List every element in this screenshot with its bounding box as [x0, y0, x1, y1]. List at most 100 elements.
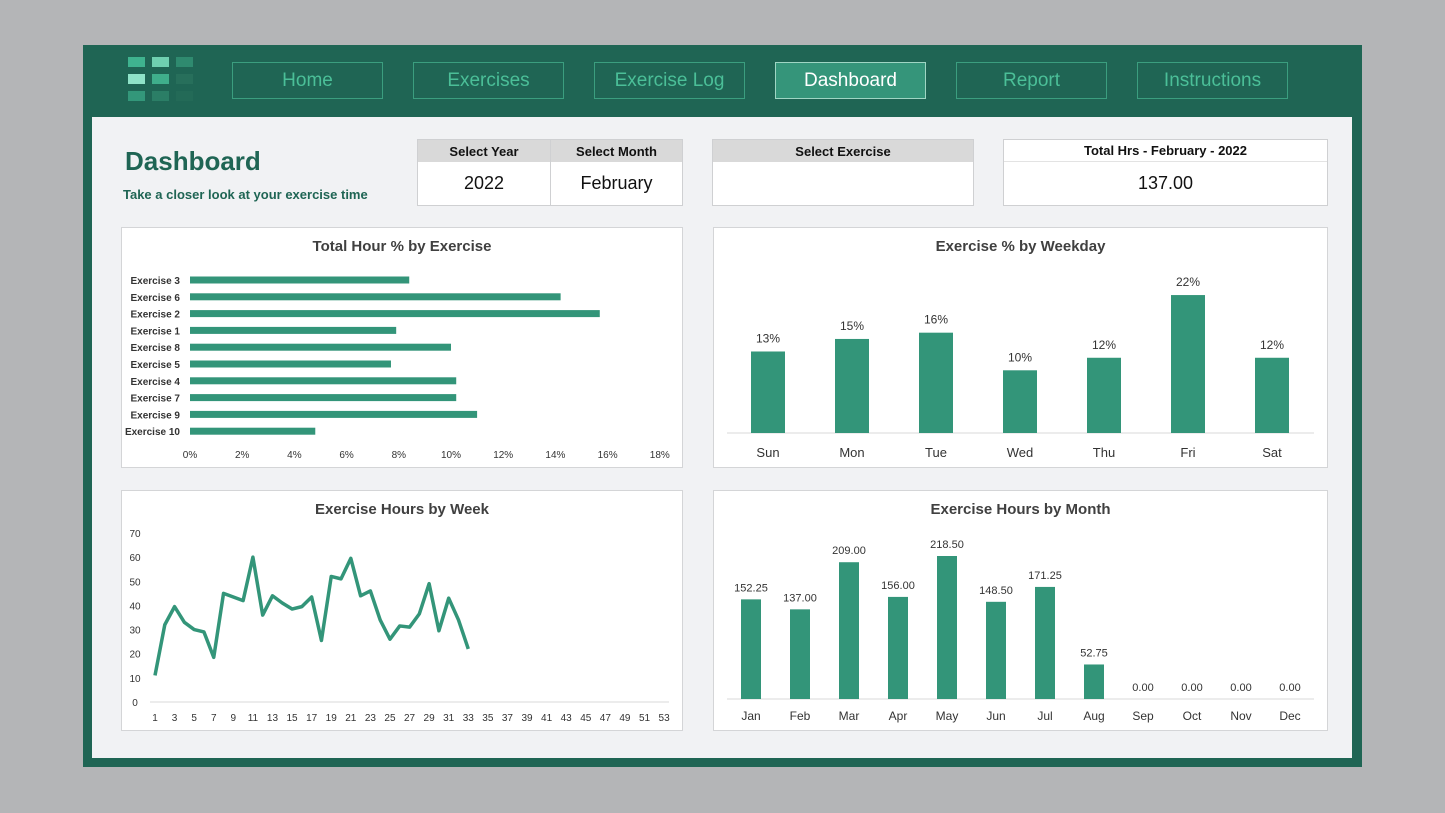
- total-hours-label: Total Hrs - February - 2022: [1004, 140, 1327, 162]
- x-tick-label: 23: [365, 713, 377, 724]
- nav-instructions[interactable]: Instructions: [1137, 62, 1288, 99]
- bar: [190, 310, 600, 318]
- x-tick-label: Feb: [790, 709, 811, 723]
- data-label: 12%: [1092, 338, 1116, 352]
- bar: [741, 599, 761, 699]
- bar: [937, 556, 957, 699]
- bar: [1087, 357, 1121, 433]
- x-tick-label: 11: [248, 713, 259, 724]
- bar: [190, 394, 457, 402]
- x-tick-label: 39: [521, 713, 533, 724]
- chart-title: Exercise Hours by Month: [930, 501, 1111, 518]
- nav-dashboard[interactable]: Dashboard: [775, 62, 926, 99]
- x-tick-label: Oct: [1183, 709, 1202, 723]
- x-tick-label: 45: [580, 713, 592, 724]
- data-label: 10%: [1008, 350, 1032, 364]
- x-tick-label: Fri: [1180, 445, 1195, 460]
- x-tick-label: 21: [345, 713, 357, 724]
- x-tick-label: 9: [231, 713, 237, 724]
- x-tick-label: Mar: [839, 709, 860, 723]
- x-tick-label: May: [936, 709, 959, 723]
- category-label: Exercise 3: [131, 276, 181, 287]
- chart-pct-by-weekday: Exercise % by Weekday 13% Sun 15% Mon 16% Tue…: [713, 227, 1328, 468]
- x-tick-label: Wed: [1007, 445, 1034, 460]
- data-label: 22%: [1176, 275, 1200, 289]
- y-tick-label: 20: [129, 650, 141, 661]
- bar: [190, 276, 410, 284]
- x-tick-label: 13: [267, 713, 279, 724]
- y-tick-label: 10: [129, 674, 141, 685]
- nav-report[interactable]: Report: [956, 62, 1107, 99]
- x-tick-label: Thu: [1093, 445, 1115, 460]
- chart-hour-pct-by-exercise: Total Hour % by Exercise Exercise 3 Exerc…: [121, 227, 683, 468]
- x-tick-label: 25: [384, 713, 396, 724]
- x-tick-label: 6%: [339, 450, 354, 461]
- total-hours-value: 137.00: [1137, 173, 1194, 193]
- exercise-selector: Select Exercise: [712, 139, 974, 206]
- bar: [919, 332, 953, 433]
- x-tick-label: 31: [443, 713, 455, 724]
- data-label: 137.00: [783, 592, 817, 604]
- y-tick-label: 60: [129, 553, 141, 564]
- x-tick-label: 5: [191, 713, 197, 724]
- bar: [190, 427, 316, 435]
- x-tick-label: 51: [639, 713, 651, 724]
- bar: [190, 343, 451, 351]
- bar: [190, 377, 457, 385]
- nav-exercises[interactable]: Exercises: [413, 62, 564, 99]
- bar: [190, 326, 397, 334]
- chart-title: Exercise % by Weekday: [935, 238, 1106, 255]
- chart-hours-by-month: Exercise Hours by Month 152.25 Jan 137.00 F…: [713, 490, 1328, 731]
- bar: [835, 338, 869, 433]
- y-tick-label: 70: [129, 529, 141, 540]
- x-tick-label: Sun: [756, 445, 779, 460]
- x-tick-label: 7: [211, 713, 217, 724]
- x-tick-label: Dec: [1279, 709, 1300, 723]
- x-tick-label: Sat: [1262, 445, 1282, 460]
- x-tick-label: Tue: [925, 445, 947, 460]
- x-tick-label: 1: [152, 713, 158, 724]
- x-tick-label: 4%: [287, 450, 302, 461]
- nav-exercise-log[interactable]: Exercise Log: [594, 62, 745, 99]
- y-tick-label: 40: [129, 601, 141, 612]
- page-subtitle: Take a closer look at your exercise time: [123, 187, 368, 202]
- data-label: 12%: [1260, 338, 1284, 352]
- bar: [1084, 664, 1104, 699]
- x-tick-label: 47: [600, 713, 612, 724]
- data-label: 0.00: [1230, 682, 1251, 694]
- category-label: Exercise 6: [131, 293, 181, 304]
- x-tick-label: 29: [424, 713, 436, 724]
- x-tick-label: 3: [172, 713, 178, 724]
- select-month-input[interactable]: February: [580, 173, 653, 193]
- data-label: 16%: [924, 313, 948, 327]
- x-tick-label: 41: [541, 713, 553, 724]
- select-exercise-input[interactable]: [713, 162, 973, 205]
- select-year-input[interactable]: 2022: [463, 173, 505, 193]
- x-tick-label: 14%: [545, 450, 565, 461]
- bar: [790, 609, 810, 699]
- x-tick-label: Jan: [741, 709, 760, 723]
- chart-hours-by-week: Exercise Hours by Week 0 10 20 30 40 50 60 70 1 3…: [121, 490, 683, 731]
- data-label: 52.75: [1080, 647, 1108, 659]
- bar: [839, 562, 859, 699]
- x-tick-label: 2%: [235, 450, 250, 461]
- total-hours-card: Total Hrs - February - 2022 137.00: [1003, 139, 1328, 206]
- bar: [190, 410, 478, 418]
- data-label: 0.00: [1181, 682, 1202, 694]
- select-year-label: Select Year: [418, 140, 550, 162]
- chart-title: Total Hour % by Exercise: [312, 238, 492, 255]
- bar: [1035, 586, 1055, 699]
- select-month-label: Select Month: [551, 140, 682, 162]
- x-tick-label: 0%: [183, 450, 198, 461]
- x-tick-label: 18%: [650, 450, 670, 461]
- bar: [751, 351, 785, 433]
- x-tick-label: Sep: [1132, 709, 1154, 723]
- series-line: [153, 555, 470, 676]
- x-tick-label: 43: [561, 713, 573, 724]
- bar: [888, 596, 908, 699]
- bar: [1003, 370, 1037, 433]
- x-tick-label: 27: [404, 713, 416, 724]
- x-tick-label: 19: [326, 713, 338, 724]
- app-logo-icon: [128, 57, 194, 103]
- nav-home[interactable]: Home: [232, 62, 383, 99]
